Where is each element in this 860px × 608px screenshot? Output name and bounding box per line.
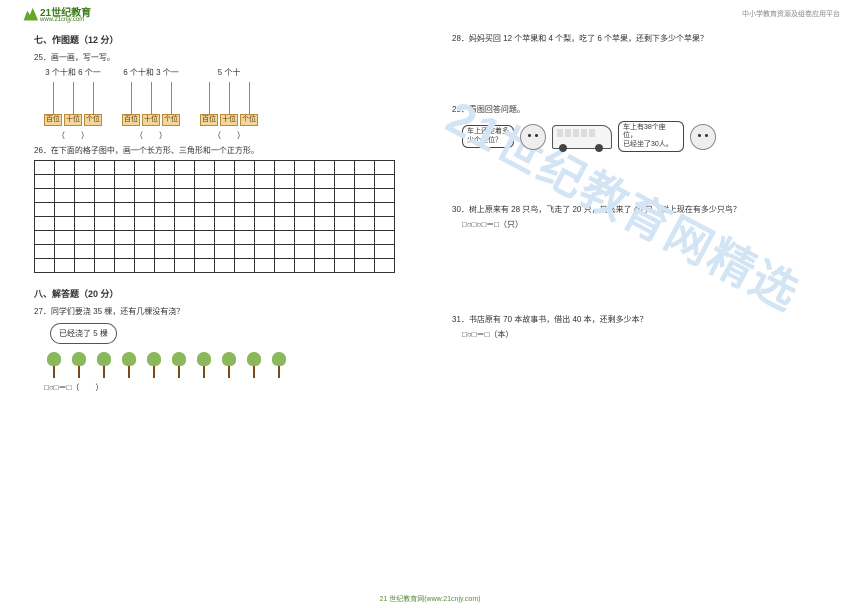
q31-equation: □○□＝□（本） (462, 329, 840, 340)
q26-prompt: 26．在下面的格子图中，画一个长方形、三角形和一个正方形。 (34, 145, 422, 156)
abacus-answer-2: （ ） (122, 130, 180, 141)
place-label: 百位 (44, 114, 62, 126)
abacus-3: 百位 十位 个位 (200, 82, 258, 126)
place-label: 个位 (240, 114, 258, 126)
abacus-2: 百位 十位 个位 (122, 82, 180, 126)
section-8-title: 八、解答题（20 分） (34, 287, 422, 300)
place-label: 百位 (200, 114, 218, 126)
abacus-label-1: 3 个十和 6 个一 (44, 67, 102, 78)
logo-icon (20, 7, 38, 21)
abacus-1: 百位 十位 个位 (44, 82, 102, 126)
abacus-block-2: 6 个十和 3 个一 百位 十位 个位 （ ） (122, 67, 180, 141)
tree-icon (169, 348, 189, 378)
q29-prompt: 29．看图回答问题。 (452, 104, 840, 115)
right-column: 28．妈妈买回 12 个苹果和 4 个梨，吃了 6 个苹果，还剩下多少个苹果？ … (452, 33, 840, 397)
rod: 十位 (220, 82, 238, 126)
q30-prompt: 30．树上原来有 28 只鸟，飞走了 20 只，又飞来了 40 只。树上现在有多… (452, 204, 840, 215)
q25-prompt: 25．画一画，写一写。 (34, 52, 422, 63)
q27-trees (44, 348, 422, 378)
q31-prompt: 31．书店原有 70 本故事书，借出 40 本，还剩多少本？ (452, 314, 840, 325)
abacus-label-2: 6 个十和 3 个一 (122, 67, 180, 78)
abacus-answer-3: （ ） (200, 130, 258, 141)
tree-icon (94, 348, 114, 378)
grid-table (34, 160, 395, 273)
left-column: 七、作图题（12 分） 25．画一画，写一写。 3 个十和 6 个一 百位 十位… (34, 33, 422, 397)
tree-icon (244, 348, 264, 378)
bus-icon (552, 125, 612, 149)
face-left-icon (520, 124, 546, 150)
place-label: 十位 (64, 114, 82, 126)
q29-bubble-right: 车上有38个座位， 已经坐了30人。 (618, 121, 684, 152)
tree-icon (219, 348, 239, 378)
q30-equation: □○□○□＝□（只） (462, 219, 840, 230)
q27-equation: □○□＝□（ ） (44, 382, 422, 393)
tree-icon (269, 348, 289, 378)
rod: 十位 (142, 82, 160, 126)
rod: 百位 (122, 82, 140, 126)
abacus-answer-1: （ ） (44, 130, 102, 141)
q28-prompt: 28．妈妈买回 12 个苹果和 4 个梨，吃了 6 个苹果，还剩下多少个苹果？ (452, 33, 840, 44)
rod: 十位 (64, 82, 82, 126)
q29-scene: 车上还空着多 少个座位？ 车上有38个座位， 已经坐了30人。 (462, 121, 840, 152)
tree-icon (119, 348, 139, 378)
rod: 百位 (44, 82, 62, 126)
place-label: 十位 (142, 114, 160, 126)
header-right-text: 中小学教育资源及组卷应用平台 (742, 9, 840, 19)
page-header: 21世纪教育 www.21cnjy.com 中小学教育资源及组卷应用平台 (0, 0, 860, 25)
page-footer: 21 世纪教育网(www.21cnjy.com) (0, 594, 860, 604)
place-label: 十位 (220, 114, 238, 126)
speech-cloud: 已经浇了 5 棵 (50, 323, 117, 344)
logo: 21世纪教育 www.21cnjy.com (20, 4, 91, 23)
tree-icon (144, 348, 164, 378)
abacus-block-1: 3 个十和 6 个一 百位 十位 个位 （ ） (44, 67, 102, 141)
q27-prompt: 27．同学们要浇 35 棵，还有几棵没有浇？ (34, 306, 422, 317)
q27-cloud: 已经浇了 5 棵 (50, 323, 422, 344)
rod: 百位 (200, 82, 218, 126)
content-columns: 七、作图题（12 分） 25．画一画，写一写。 3 个十和 6 个一 百位 十位… (0, 25, 860, 397)
rod: 个位 (84, 82, 102, 126)
place-label: 百位 (122, 114, 140, 126)
q26-grid (34, 160, 422, 273)
logo-url: www.21cnjy.com (40, 17, 91, 23)
tree-icon (44, 348, 64, 378)
section-7-title: 七、作图题（12 分） (34, 33, 422, 46)
abacus-label-3: 5 个十 (200, 67, 258, 78)
rod: 个位 (162, 82, 180, 126)
q29-bubble-left: 车上还空着多 少个座位？ (462, 125, 514, 148)
q25-abacus-row: 3 个十和 6 个一 百位 十位 个位 （ ） 6 个十和 3 个一 百位 十位… (44, 67, 422, 141)
tree-icon (194, 348, 214, 378)
face-right-icon (690, 124, 716, 150)
abacus-block-3: 5 个十 百位 十位 个位 （ ） (200, 67, 258, 141)
place-label: 个位 (162, 114, 180, 126)
rod: 个位 (240, 82, 258, 126)
place-label: 个位 (84, 114, 102, 126)
tree-icon (69, 348, 89, 378)
